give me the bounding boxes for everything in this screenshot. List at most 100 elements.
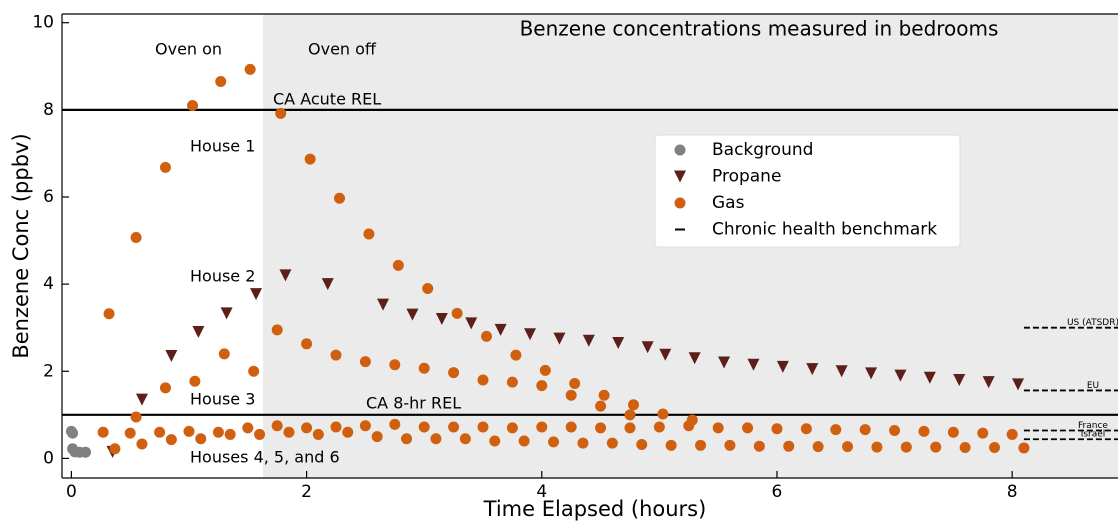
point	[159, 161, 171, 173]
benchmark-label: US (ATSDR)	[1067, 318, 1118, 328]
point	[192, 326, 205, 339]
point	[718, 356, 731, 369]
point	[389, 418, 401, 430]
point	[451, 307, 463, 319]
point	[80, 446, 92, 458]
point	[165, 350, 178, 363]
point	[215, 76, 227, 88]
point	[641, 341, 654, 354]
point	[406, 308, 419, 321]
point	[187, 99, 199, 111]
point	[312, 428, 324, 440]
point	[271, 420, 283, 432]
legend-label: Propane	[712, 167, 781, 187]
point	[953, 373, 966, 386]
point	[130, 411, 142, 423]
y-tick-label: 0	[43, 448, 54, 468]
point	[275, 107, 287, 119]
point	[489, 435, 501, 447]
point	[477, 374, 489, 386]
point	[653, 421, 665, 433]
point	[865, 367, 878, 380]
point	[459, 433, 471, 445]
point	[342, 426, 354, 438]
point	[279, 269, 292, 282]
benchmark-label: Israel	[1081, 430, 1106, 440]
point	[595, 400, 607, 412]
point	[606, 437, 618, 449]
point	[724, 439, 736, 451]
point	[103, 308, 115, 320]
point	[481, 330, 493, 342]
x-tick-label: 8	[1007, 482, 1018, 502]
point	[418, 362, 430, 374]
point	[510, 349, 522, 361]
point	[889, 425, 901, 437]
point	[377, 298, 390, 311]
annotation: Oven on	[155, 40, 222, 59]
y-tick-label: 4	[43, 274, 54, 294]
point	[359, 356, 371, 368]
point	[248, 365, 260, 377]
point	[401, 433, 413, 445]
point	[130, 232, 142, 244]
point	[612, 336, 625, 349]
point	[783, 440, 795, 452]
point	[242, 422, 254, 434]
point	[624, 409, 636, 421]
point	[136, 438, 148, 450]
y-tick-label: 8	[43, 100, 54, 120]
reference-label: CA Acute REL	[273, 90, 381, 109]
x-tick-label: 2	[301, 482, 312, 502]
point	[771, 423, 783, 435]
point	[477, 421, 489, 433]
point	[448, 421, 460, 433]
point	[565, 421, 577, 433]
point	[392, 259, 404, 271]
point	[871, 441, 883, 453]
point	[301, 338, 313, 350]
point	[695, 439, 707, 451]
point	[244, 63, 256, 75]
point	[657, 408, 669, 420]
x-axis-label: Time Elapsed (hours)	[483, 497, 707, 521]
point	[212, 426, 224, 438]
y-axis-label: Benzene Conc (ppbv)	[9, 133, 33, 358]
point	[553, 332, 566, 345]
point	[688, 352, 701, 365]
annotation: House 3	[190, 390, 255, 409]
point	[536, 421, 548, 433]
legend-label: Chronic health benchmark	[712, 220, 937, 240]
point	[250, 288, 263, 301]
point	[304, 153, 316, 165]
point	[321, 278, 334, 291]
point	[712, 422, 724, 434]
point	[900, 441, 912, 453]
point	[982, 376, 995, 389]
point	[1012, 378, 1025, 391]
point	[506, 376, 518, 388]
benchmark-label: EU	[1087, 381, 1099, 391]
point	[218, 348, 230, 360]
y-tick-label: 6	[43, 187, 54, 207]
point	[506, 422, 518, 434]
point	[220, 307, 233, 320]
point	[271, 324, 283, 336]
point	[195, 433, 207, 445]
point	[859, 424, 871, 436]
point	[842, 441, 854, 453]
point	[536, 380, 548, 392]
point	[918, 425, 930, 437]
reference-label: CA 8-hr REL	[366, 394, 461, 413]
x-tick-label: 6	[772, 482, 783, 502]
point	[430, 433, 442, 445]
point	[330, 349, 342, 361]
point	[154, 426, 166, 438]
point	[665, 439, 677, 451]
x-tick-label: 0	[66, 482, 77, 502]
annotation: House 1	[190, 137, 255, 156]
point	[628, 399, 640, 411]
point	[159, 382, 171, 394]
point	[683, 420, 695, 432]
